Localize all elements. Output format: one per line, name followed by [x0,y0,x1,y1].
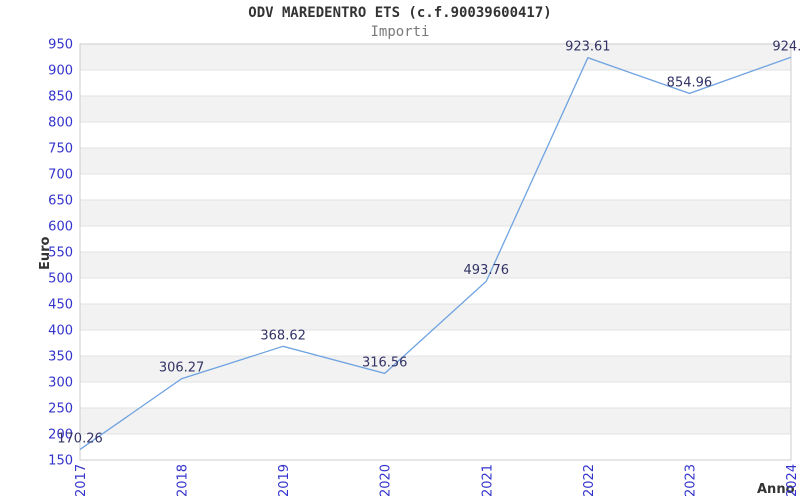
plot-band [80,252,791,278]
point-label: 924.5 [772,39,800,54]
plot-band [80,148,791,174]
point-label: 306.27 [159,361,205,376]
y-tick-label: 450 [48,298,73,313]
x-tick-label: 2017 [74,464,89,497]
point-label: 368.62 [260,328,306,343]
x-tick-label: 2021 [480,464,495,497]
y-tick-label: 900 [48,64,73,79]
x-tick-label: 2019 [277,464,292,497]
y-tick-label: 350 [48,350,73,365]
point-label: 170.26 [57,431,103,446]
y-tick-label: 550 [48,246,73,261]
chart-subtitle: Importi [370,24,430,40]
x-tick-label: 2023 [683,464,698,497]
y-tick-label: 750 [48,142,73,157]
plot-band [80,408,791,434]
point-label: 493.76 [464,263,510,278]
plot-band [80,44,791,70]
y-tick-label: 800 [48,116,73,131]
chart-title: ODV MAREDENTRO ETS (c.f.90039600417) [248,5,552,21]
plot-border [79,43,792,461]
y-tick-label: 650 [48,194,73,209]
x-tick-label: 2022 [582,464,597,497]
plot-band [80,96,791,122]
y-tick-label: 300 [48,376,73,391]
y-tick-label: 700 [48,168,73,183]
point-label: 316.56 [362,355,408,370]
y-tick-label: 500 [48,272,73,287]
plot-band [80,356,791,382]
x-tick-label: 2024 [785,464,800,497]
point-label: 923.61 [565,40,611,55]
y-tick-label: 400 [48,324,73,339]
y-tick-label: 200 [48,428,73,443]
plot-band [80,304,791,330]
y-tick-label: 150 [48,454,73,469]
y-tick-label: 250 [48,402,73,417]
data-line [79,56,792,450]
y-tick-label: 950 [48,38,73,53]
point-label: 854.96 [667,75,713,90]
x-tick-label: 2020 [379,464,394,497]
y-tick-label: 850 [48,90,73,105]
plot-band [80,200,791,226]
y-tick-label: 600 [48,220,73,235]
x-tick-label: 2018 [176,464,191,497]
x-axis-title: Anno [757,482,795,497]
